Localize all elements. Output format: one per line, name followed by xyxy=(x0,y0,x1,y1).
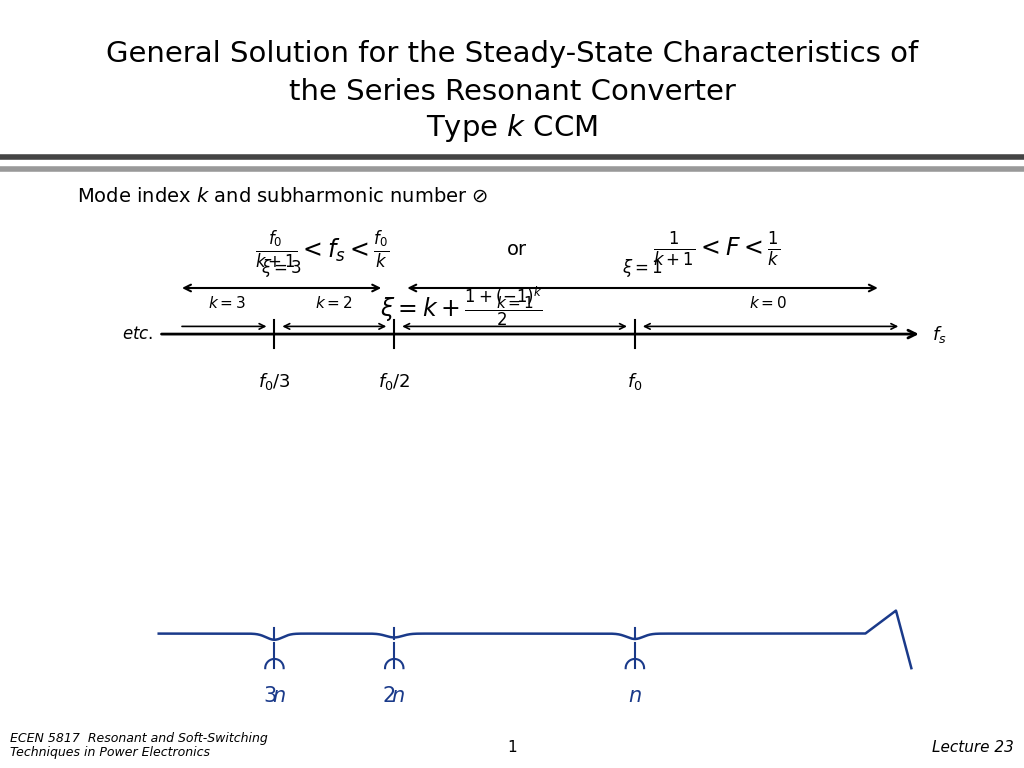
Text: $2\!\mathit{n}$: $2\!\mathit{n}$ xyxy=(382,686,407,706)
Text: $f_0/2$: $f_0/2$ xyxy=(378,371,411,392)
Text: Techniques in Power Electronics: Techniques in Power Electronics xyxy=(10,746,210,759)
Text: 1: 1 xyxy=(507,740,517,755)
Text: $\xi = 3$: $\xi = 3$ xyxy=(261,257,302,279)
Text: $etc.$: $etc.$ xyxy=(122,325,154,343)
Text: Type $k$ CCM: Type $k$ CCM xyxy=(426,112,598,144)
Text: $k=1$: $k=1$ xyxy=(496,295,534,311)
Text: $k=3$: $k=3$ xyxy=(208,295,246,311)
Text: $\frac{f_0}{k+1} < f_s < \frac{f_0}{k}$: $\frac{f_0}{k+1} < f_s < \frac{f_0}{k}$ xyxy=(255,228,390,271)
Text: or: or xyxy=(507,240,527,259)
Text: $\mathit{n}$: $\mathit{n}$ xyxy=(628,686,642,706)
Text: $f_0/3$: $f_0/3$ xyxy=(258,371,291,392)
Text: ECEN 5817  Resonant and Soft-Switching: ECEN 5817 Resonant and Soft-Switching xyxy=(10,733,268,745)
Text: $\xi = 1$: $\xi = 1$ xyxy=(623,257,663,279)
Text: the Series Resonant Converter: the Series Resonant Converter xyxy=(289,78,735,106)
Text: $f_0$: $f_0$ xyxy=(627,371,643,392)
Text: Mode index $k$ and subharmonic number $\oslash$: Mode index $k$ and subharmonic number $\… xyxy=(77,187,488,205)
Text: Lecture 23: Lecture 23 xyxy=(932,740,1014,755)
Text: $f_s$: $f_s$ xyxy=(932,323,946,345)
Text: General Solution for the Steady-State Characteristics of: General Solution for the Steady-State Ch… xyxy=(105,40,919,68)
Text: $k=0$: $k=0$ xyxy=(749,295,787,311)
Text: $k=2$: $k=2$ xyxy=(315,295,353,311)
Text: $\frac{1}{k+1} < F < \frac{1}{k}$: $\frac{1}{k+1} < F < \frac{1}{k}$ xyxy=(653,230,780,269)
Text: $\xi = k + \frac{1+(-1)^k}{2}$: $\xi = k + \frac{1+(-1)^k}{2}$ xyxy=(380,285,542,329)
Text: $3\!\mathit{n}$: $3\!\mathit{n}$ xyxy=(262,686,287,706)
